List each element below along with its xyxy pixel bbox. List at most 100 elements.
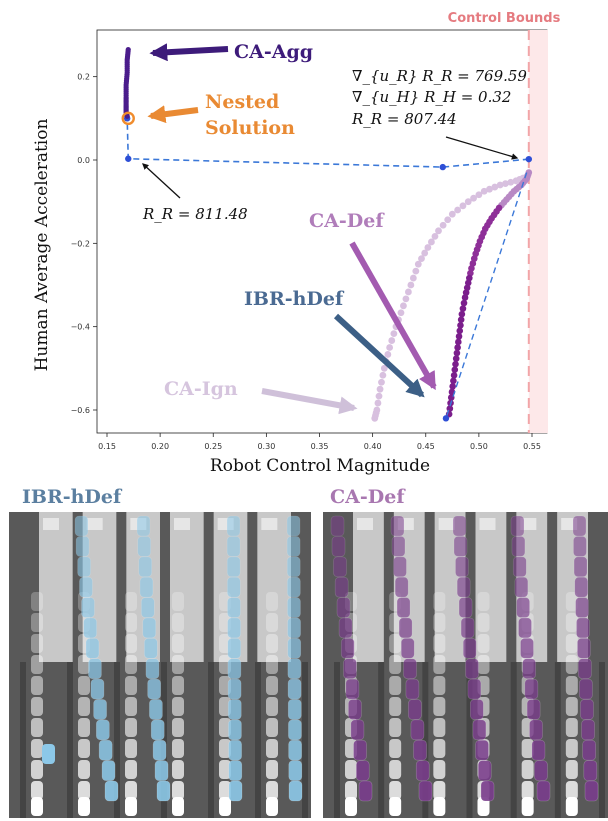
ca-ign-point [421, 249, 429, 257]
human-car-ghost [31, 676, 43, 695]
human-car-ghost [389, 781, 402, 800]
human-car-ghost [219, 781, 231, 800]
ca-def-point [456, 327, 464, 335]
ca-ign-point [428, 238, 435, 246]
robot-car [287, 658, 302, 679]
robot-car [511, 536, 526, 557]
left-reward-arrow [142, 163, 181, 199]
human-car-ghost [125, 655, 137, 674]
human-car-ghost [266, 760, 278, 779]
robot-car [340, 638, 355, 659]
robot-car [452, 515, 467, 537]
human-car-ghost [433, 760, 446, 779]
robot-car [529, 719, 543, 741]
robot-car [403, 658, 417, 679]
robot-car [144, 638, 158, 659]
ca-def-point [449, 383, 456, 390]
y-tick-label: −0.2 [71, 239, 90, 248]
human-car-ghost [31, 613, 43, 632]
human-car [433, 797, 446, 816]
x-axis-title: Robot Control Magnitude [210, 456, 430, 476]
ca-ign-point [390, 330, 398, 338]
human-car-ghost [389, 718, 402, 737]
human-car-ghost [565, 634, 578, 653]
parking-spot [475, 512, 507, 662]
human-car-ghost [389, 634, 402, 653]
human-car [266, 797, 278, 816]
human-car-ghost [172, 634, 184, 653]
ibr-hdef-point [525, 155, 533, 163]
robot-car [137, 536, 152, 557]
robot-car [531, 739, 546, 761]
human-car-ghost [389, 613, 402, 632]
ca-ign-point [409, 274, 417, 282]
robot-car [98, 739, 113, 761]
ca-def-point [452, 360, 459, 368]
right-simulation-panel [323, 512, 608, 818]
ca-def-point [459, 305, 467, 312]
robot-car [575, 597, 589, 618]
parking-sign [174, 518, 190, 530]
human-car-ghost [78, 676, 90, 695]
human-car-ghost [433, 781, 446, 800]
robot-car [331, 536, 346, 557]
ca-def-point [453, 349, 461, 357]
robot-car [413, 739, 427, 761]
human-car-ghost [521, 781, 534, 800]
ca-def-point [450, 371, 458, 379]
robot-car [226, 515, 241, 537]
human-car-ghost [172, 613, 184, 632]
human-car-ghost [266, 781, 278, 800]
ca-ign-point [412, 267, 420, 275]
human-car-ghost [219, 718, 231, 737]
robot-car [333, 556, 347, 578]
series-layer [121, 46, 533, 422]
robot-car [396, 597, 411, 618]
human-car-ghost [433, 676, 446, 695]
robot-car [390, 515, 405, 537]
ca-ign-point [512, 177, 520, 185]
ca-ign-point [435, 227, 442, 235]
ca-def-point [446, 405, 454, 412]
parking-sign [43, 518, 59, 530]
robot-car [93, 699, 107, 720]
human-car-ghost [31, 739, 43, 758]
human-car-ghost [477, 592, 490, 611]
robot-car [136, 515, 151, 537]
robot-car [286, 556, 301, 578]
robot-car [467, 678, 482, 700]
human-car-ghost [389, 760, 402, 779]
robot-car [286, 536, 301, 557]
robot-car [288, 739, 302, 761]
human-car-ghost [433, 739, 446, 758]
human-car-ghost [565, 760, 578, 779]
robot-car [228, 780, 243, 802]
robot-car [524, 678, 539, 700]
human-car-ghost [172, 718, 184, 737]
robot-car [74, 515, 89, 537]
human-car-ghost [78, 781, 90, 800]
robot-car [582, 739, 596, 761]
robot-car [228, 760, 243, 781]
human-car-ghost [433, 718, 446, 737]
left-panel-title: IBR-hDef [22, 486, 122, 508]
ca-agg-label: CA-Agg [234, 41, 313, 63]
robot-car [518, 617, 532, 639]
left-simulation-panel [9, 512, 311, 818]
robot-car [75, 536, 90, 557]
robot-car [104, 780, 119, 802]
robot-car [101, 760, 116, 781]
robot-car [226, 536, 241, 557]
robot-car [410, 719, 425, 741]
ca-ign-point [507, 178, 515, 186]
ca-def-point [461, 294, 469, 301]
robot-car [391, 536, 406, 557]
human-car-ghost [78, 697, 90, 716]
y-tick-label: −0.4 [71, 323, 90, 332]
robot-car [288, 760, 303, 781]
robot-car [227, 699, 242, 720]
human-car [219, 797, 231, 816]
ca-def-point [458, 310, 466, 318]
parking-spot [170, 512, 204, 662]
human-car-ghost [219, 697, 231, 716]
